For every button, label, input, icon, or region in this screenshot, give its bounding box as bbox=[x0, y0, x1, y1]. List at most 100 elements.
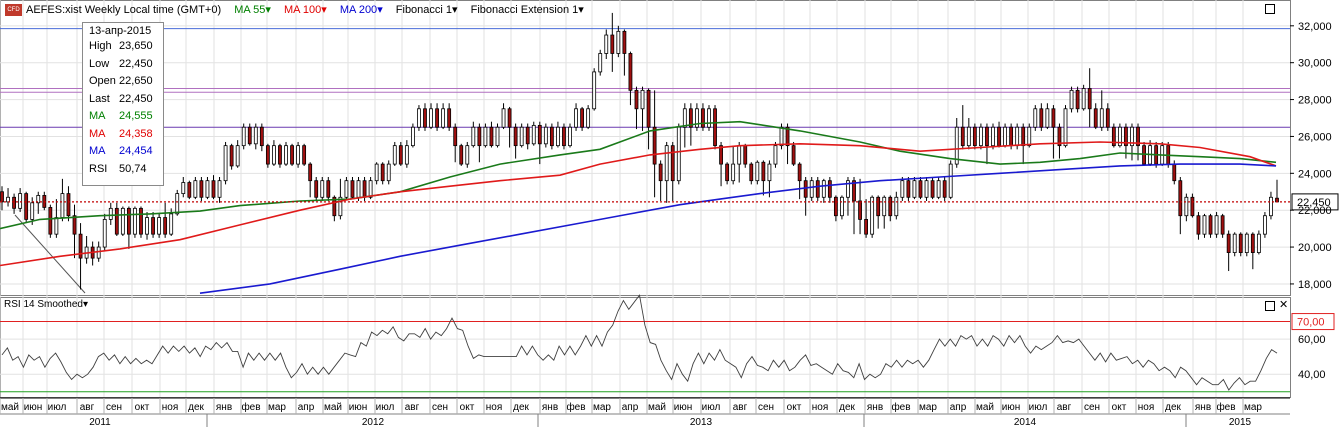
candle bbox=[290, 143, 294, 166]
candle bbox=[1244, 232, 1249, 257]
candle-body-down bbox=[580, 108, 584, 128]
fibonacci-toggle[interactable]: Fibonacci 1▾ bbox=[395, 4, 458, 16]
ma55-toggle[interactable]: MA 55▾ bbox=[234, 4, 271, 16]
candle-body-up bbox=[936, 180, 941, 198]
ma200-toggle[interactable]: MA 200▾ bbox=[339, 4, 383, 16]
candle-body-down bbox=[701, 108, 705, 128]
candle bbox=[979, 123, 983, 150]
candle-body-down bbox=[151, 217, 155, 235]
candle bbox=[525, 123, 530, 150]
candle-body-up bbox=[471, 126, 476, 147]
maximize-rsi-panel-icon[interactable] bbox=[1265, 301, 1275, 311]
candle-body-up bbox=[731, 163, 736, 182]
candle-body-up bbox=[133, 207, 137, 235]
close-rsi-panel-icon[interactable]: ✕ bbox=[1279, 298, 1289, 311]
candle-body-up bbox=[1063, 108, 1068, 147]
candle bbox=[139, 206, 143, 238]
candle-body-up bbox=[344, 180, 349, 198]
candle bbox=[489, 121, 494, 148]
candle-body-down bbox=[1087, 88, 1092, 110]
candle-body-up bbox=[60, 193, 65, 218]
ma100-label: MA 100 bbox=[283, 4, 322, 16]
candle bbox=[1069, 86, 1074, 113]
candle bbox=[592, 68, 597, 111]
month-tick-label: апр bbox=[950, 402, 967, 413]
candle-body-up bbox=[120, 207, 125, 235]
rsi-tick-label: 40,00 bbox=[1298, 369, 1326, 381]
candle-body-up bbox=[102, 219, 107, 248]
candle bbox=[1057, 123, 1062, 159]
candle-body-up bbox=[586, 108, 591, 128]
candle bbox=[888, 195, 893, 222]
candle-body-up bbox=[773, 145, 778, 165]
candle bbox=[942, 177, 947, 201]
month-tick-label: фев bbox=[241, 401, 260, 413]
candle bbox=[72, 204, 77, 259]
month-tick-label: авг bbox=[405, 402, 420, 413]
month-tick-label: июн bbox=[349, 402, 368, 413]
candle bbox=[1269, 191, 1273, 220]
month-tick-label: июн bbox=[1002, 402, 1021, 413]
candle bbox=[991, 123, 995, 150]
candle-body-down bbox=[1196, 215, 1201, 235]
candle bbox=[513, 123, 518, 159]
rsi-grid: 70,00 bbox=[0, 313, 1335, 393]
trend-lines bbox=[14, 214, 86, 294]
candle bbox=[181, 177, 186, 198]
candle-body-down bbox=[265, 145, 270, 165]
candle-body-down bbox=[12, 196, 16, 209]
candle-body-up bbox=[1027, 126, 1032, 147]
candle bbox=[253, 123, 258, 150]
candle-body-up bbox=[18, 193, 23, 209]
candle-body-up bbox=[821, 180, 826, 198]
candle bbox=[1214, 212, 1219, 238]
candle-body-up bbox=[404, 145, 409, 165]
candle bbox=[48, 204, 53, 238]
candle-body-down bbox=[537, 124, 542, 145]
month-tick-label: дек bbox=[839, 402, 855, 413]
candle-body-up bbox=[682, 108, 687, 128]
candle bbox=[580, 106, 584, 131]
candle bbox=[417, 105, 421, 131]
fibonacci-extension-toggle[interactable]: Fibonacci Extension 1▾ bbox=[470, 4, 584, 16]
candle bbox=[211, 175, 216, 200]
candle bbox=[42, 191, 47, 211]
candle-body-up bbox=[30, 202, 35, 220]
month-tick-label: ноя bbox=[162, 402, 179, 413]
rsi-title[interactable]: RSI 14 Smoothed▾ bbox=[4, 299, 88, 310]
candle bbox=[483, 123, 488, 148]
candle-body-down bbox=[199, 180, 204, 198]
candle bbox=[374, 162, 379, 185]
candle bbox=[1105, 103, 1110, 131]
candle-body-down bbox=[852, 180, 856, 202]
fibonacci-label: Fibonacci 1 bbox=[395, 4, 453, 16]
candle-body-up bbox=[616, 30, 621, 54]
info-key: MA bbox=[89, 145, 106, 157]
candle bbox=[247, 123, 252, 146]
candle bbox=[568, 123, 572, 148]
candle-body-up bbox=[707, 108, 711, 128]
candle bbox=[531, 121, 536, 146]
info-key: MA bbox=[89, 127, 106, 140]
candle-body-up bbox=[54, 217, 59, 235]
candle bbox=[501, 103, 506, 130]
info-key: Last bbox=[89, 92, 110, 105]
candle bbox=[6, 188, 10, 207]
candle-body-up bbox=[483, 126, 488, 147]
candle-body-down bbox=[628, 53, 633, 91]
maximize-price-panel-icon[interactable] bbox=[1265, 4, 1275, 14]
month-tick-label: янв bbox=[867, 402, 883, 413]
candle-body-down bbox=[833, 196, 838, 217]
candle bbox=[640, 86, 645, 131]
candle-body-up bbox=[96, 246, 101, 259]
candle-body-down bbox=[423, 108, 427, 128]
candle-body-down bbox=[1075, 89, 1080, 110]
ma100-toggle[interactable]: MA 100▾ bbox=[283, 4, 327, 16]
last-price-line: 22,450 bbox=[0, 193, 1339, 211]
candle bbox=[543, 123, 548, 148]
candle bbox=[549, 123, 554, 150]
candle-body-down bbox=[725, 163, 730, 182]
candle-body-down bbox=[211, 180, 216, 198]
candle-body-down bbox=[1250, 233, 1255, 253]
candle bbox=[713, 105, 717, 150]
